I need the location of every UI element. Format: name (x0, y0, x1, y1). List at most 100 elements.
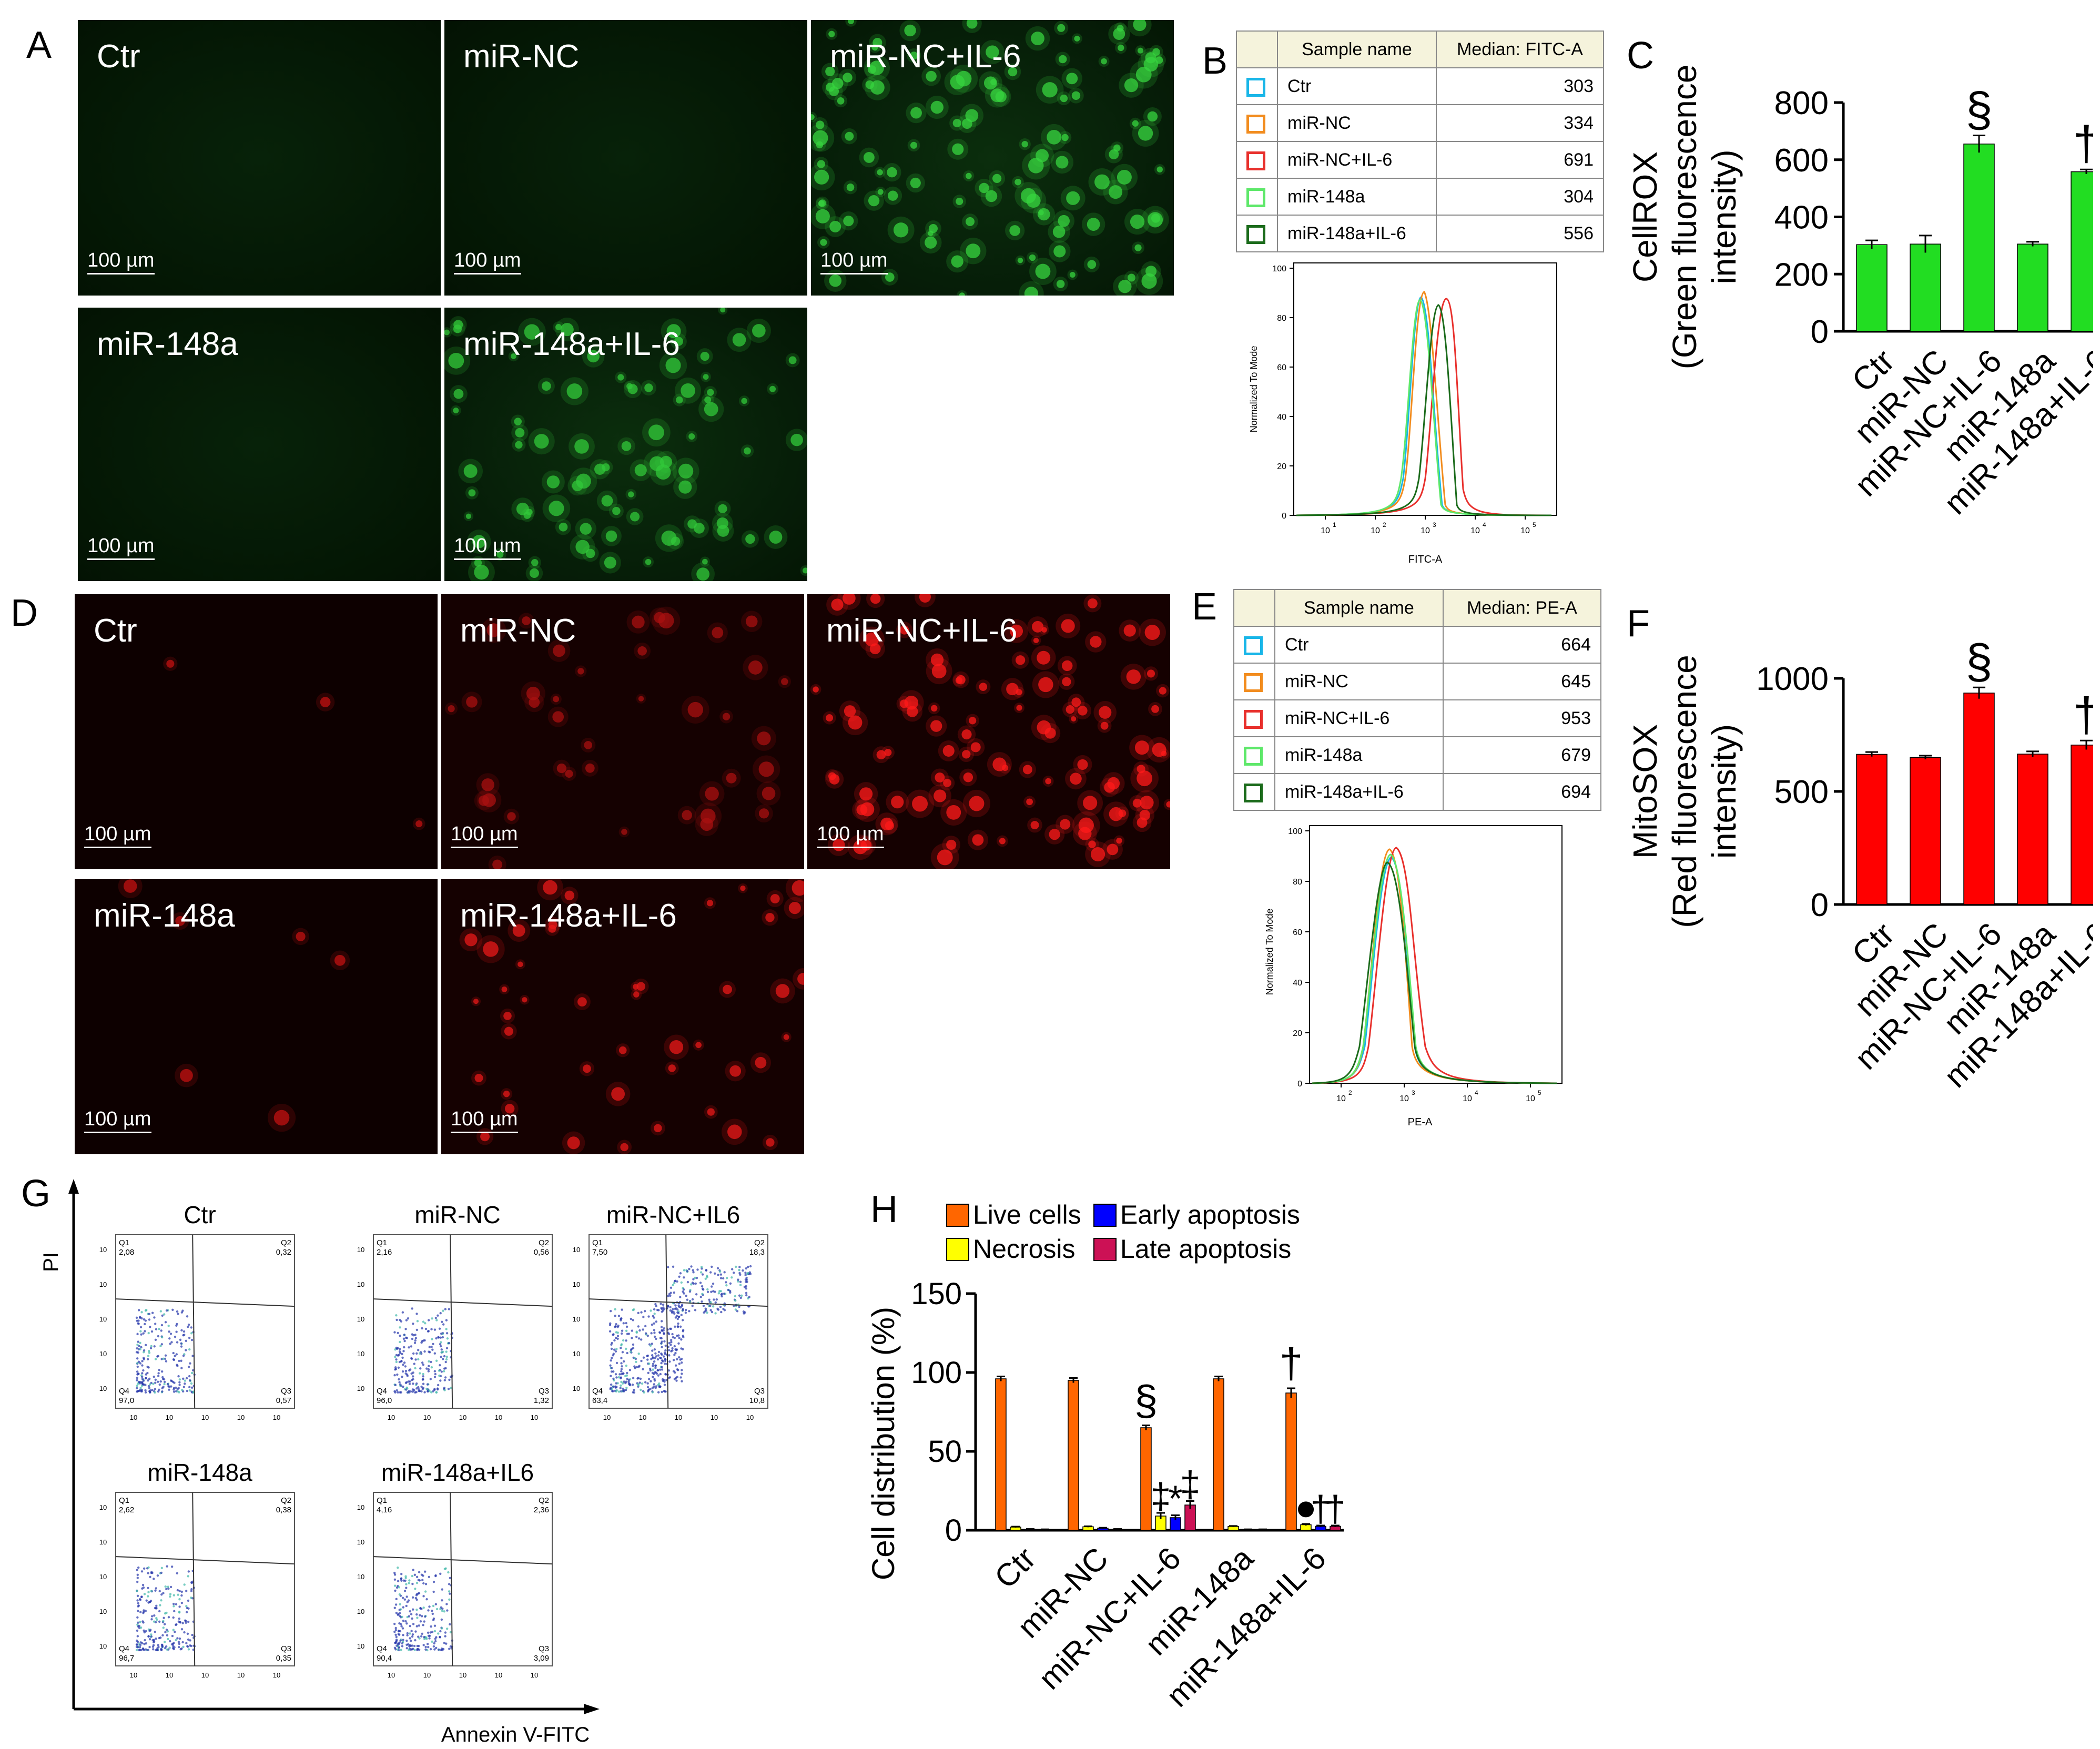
event-dot (415, 1594, 418, 1597)
flow-x-tick: 10 (237, 1671, 245, 1679)
cell-spot (1021, 140, 1028, 148)
cell-spot (942, 745, 955, 757)
event-dot (440, 1348, 443, 1351)
cell-spot (817, 160, 825, 168)
event-dot (700, 1266, 703, 1268)
cell-spot (645, 558, 652, 565)
cell-spot (1147, 669, 1155, 678)
event-dot (141, 1381, 144, 1384)
swatch-mirnc (1244, 673, 1263, 692)
event-dot (136, 1333, 139, 1336)
quadrant-value: 2,16 (377, 1248, 392, 1257)
cell-spot (580, 523, 592, 535)
quadrant-label: Q1 (119, 1496, 129, 1505)
event-dot (422, 1363, 425, 1366)
legend-label: Live cells (973, 1200, 1081, 1229)
cell-spot (818, 199, 826, 207)
event-dot (181, 1622, 184, 1624)
event-dot (611, 1390, 614, 1392)
event-dot (675, 1335, 678, 1337)
event-dot (445, 1328, 448, 1330)
event-dot (415, 1608, 418, 1611)
event-dot (143, 1567, 146, 1570)
cell-spot (755, 1056, 767, 1069)
cell-spot (1071, 91, 1081, 100)
event-dot (154, 1391, 156, 1394)
cell-spot (546, 475, 560, 489)
event-dot (415, 1328, 419, 1331)
cell-spot (803, 567, 807, 574)
event-dot (425, 1598, 428, 1601)
cell-spot (501, 986, 508, 992)
event-dot (441, 1336, 444, 1339)
event-dot (441, 1607, 444, 1610)
event-dot (691, 1298, 694, 1301)
event-dot (435, 1359, 438, 1362)
event-dot (445, 1603, 448, 1605)
y-tick-label: 40 (1293, 979, 1302, 988)
y-tick-label: 150 (911, 1277, 962, 1311)
cell-spot (752, 324, 766, 338)
cell-spot (553, 644, 565, 657)
median-value: 334 (1435, 104, 1605, 142)
event-dot (153, 1316, 156, 1319)
event-dot (417, 1358, 420, 1361)
cell-spot (1137, 770, 1153, 787)
event-dot (439, 1336, 442, 1339)
event-dot (433, 1624, 437, 1627)
event-dot (155, 1604, 158, 1608)
event-dot (163, 1382, 166, 1386)
cell-spot (1139, 809, 1150, 821)
event-dot (135, 1316, 138, 1319)
cell-spot (687, 701, 703, 718)
cell-spot (845, 131, 854, 141)
event-dot (615, 1382, 617, 1385)
event-dot (683, 1292, 685, 1295)
event-dot (443, 1642, 446, 1644)
event-dot (744, 1274, 747, 1276)
event-dot (185, 1377, 188, 1380)
event-dot (665, 1379, 668, 1381)
cell-spot (790, 433, 803, 446)
x-tick-exponent: 5 (1538, 1089, 1541, 1096)
event-dot (136, 1646, 139, 1649)
event-dot (625, 1347, 627, 1350)
event-dot (148, 1313, 151, 1316)
event-dot (147, 1572, 149, 1574)
y-tick-label: 20 (1293, 1029, 1302, 1038)
quadrant-value: 0,32 (276, 1248, 291, 1257)
legend-swatch (946, 1238, 969, 1261)
legend-label: Necrosis (973, 1234, 1075, 1264)
event-dot (413, 1644, 416, 1648)
event-dot (430, 1328, 433, 1330)
median-value: 694 (1442, 773, 1602, 811)
event-dot (395, 1389, 398, 1392)
event-dot (657, 1374, 660, 1377)
event-dot (671, 1333, 674, 1336)
scale-bar: 100 µm (451, 1108, 518, 1133)
event-dot (186, 1632, 189, 1635)
event-dot (154, 1323, 157, 1325)
event-dot (620, 1357, 623, 1359)
event-dot (187, 1570, 190, 1573)
event-dot (160, 1567, 163, 1569)
x-tick-exponent: 2 (1383, 521, 1386, 528)
event-dot (614, 1386, 617, 1389)
event-dot (164, 1321, 167, 1324)
event-dot (413, 1649, 416, 1651)
event-dot (738, 1294, 741, 1297)
event-dot (173, 1605, 175, 1608)
event-dot (653, 1335, 656, 1338)
quadrant-value: 97,0 (119, 1396, 134, 1405)
event-dot (609, 1309, 612, 1313)
event-dot (395, 1611, 398, 1614)
event-dot (449, 1645, 452, 1648)
event-dot (440, 1332, 443, 1335)
event-dot (621, 1351, 624, 1354)
event-dot (166, 1565, 168, 1568)
flow-x-tick: 10 (273, 1671, 280, 1679)
significance-mark: § (1965, 83, 1992, 137)
event-dot (167, 1587, 170, 1590)
event-dot (440, 1627, 443, 1630)
event-dot (620, 1317, 622, 1320)
